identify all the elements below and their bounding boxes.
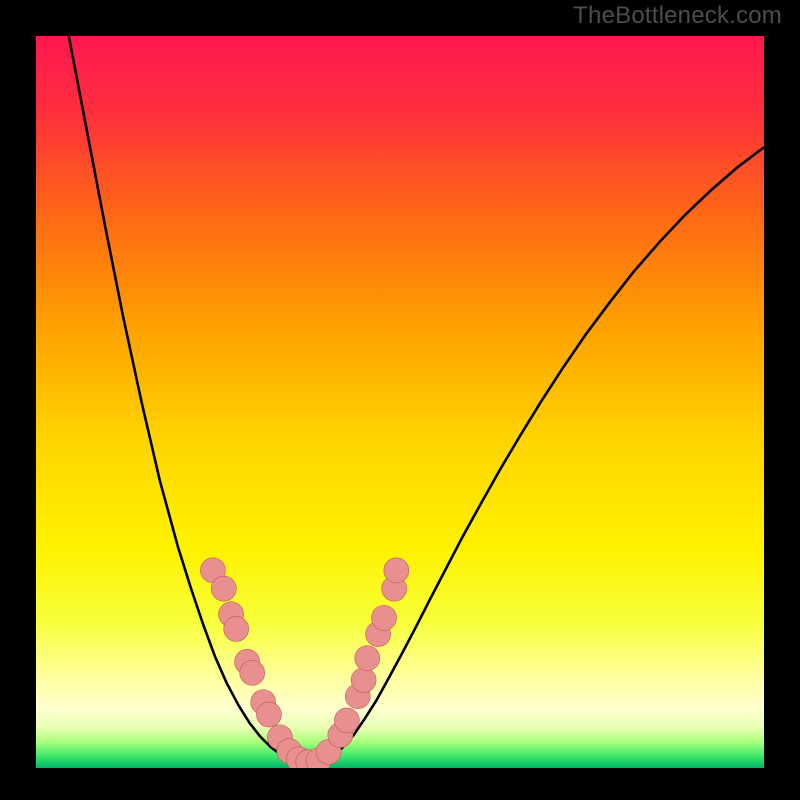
data-marker	[256, 702, 281, 727]
plot-area	[36, 36, 764, 768]
data-marker	[384, 558, 409, 583]
data-marker	[371, 605, 396, 630]
data-marker	[211, 576, 236, 601]
data-marker	[224, 616, 249, 641]
v-curve	[69, 36, 764, 764]
watermark-text: TheBottleneck.com	[573, 2, 782, 30]
data-marker	[351, 668, 376, 693]
data-marker	[240, 660, 265, 685]
data-marker	[355, 646, 380, 671]
chart-overlay	[36, 36, 764, 768]
stage: TheBottleneck.com	[0, 0, 800, 800]
data-marker	[334, 708, 359, 733]
marker-group	[200, 558, 408, 768]
